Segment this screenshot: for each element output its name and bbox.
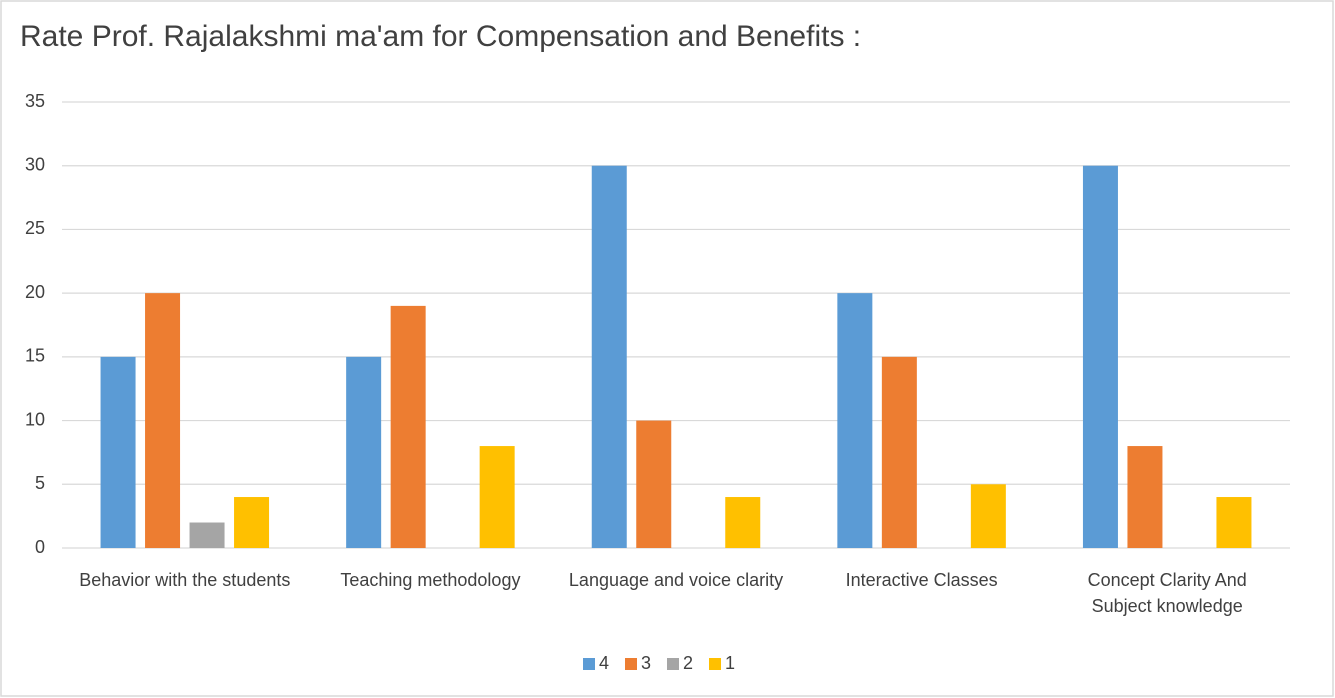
bar <box>189 522 225 548</box>
x-tick-label: Teaching methodology <box>340 570 521 590</box>
x-tick-label: Behavior with the students <box>79 570 291 590</box>
y-tick-label: 0 <box>35 537 45 557</box>
y-tick-label: 35 <box>25 91 45 111</box>
x-tick-label: Language and voice clarity <box>568 570 784 590</box>
legend-swatch <box>583 658 595 670</box>
bar <box>1216 497 1252 548</box>
y-tick-label: 15 <box>25 346 45 366</box>
bar <box>1082 165 1118 548</box>
bar <box>636 420 672 548</box>
legend-swatch <box>625 658 637 670</box>
legend-label: 3 <box>641 653 651 673</box>
y-tick-label: 30 <box>25 154 45 174</box>
bar <box>346 356 382 548</box>
bar <box>390 305 426 548</box>
bar <box>837 293 873 548</box>
legend-swatch <box>709 658 721 670</box>
bar <box>591 165 627 548</box>
bar <box>234 497 270 548</box>
bar <box>970 484 1006 548</box>
bar <box>881 356 917 548</box>
legend-swatch <box>667 658 679 670</box>
bar <box>479 446 515 548</box>
chart-title: Rate Prof. Rajalakshmi ma'am for Compens… <box>20 20 861 53</box>
bar <box>100 356 136 548</box>
legend-label: 4 <box>599 653 609 673</box>
legend-label: 2 <box>683 653 693 673</box>
x-tick-label: Concept Clarity And Subject knowledge <box>1087 570 1247 616</box>
y-tick-label: 25 <box>25 218 45 238</box>
y-tick-label: 20 <box>25 282 45 302</box>
legend-label: 1 <box>725 653 735 673</box>
y-tick-label: 5 <box>35 473 45 493</box>
bar <box>1127 446 1163 548</box>
x-tick-label: Interactive Classes <box>845 570 998 590</box>
bar <box>725 497 761 548</box>
y-tick-label: 10 <box>25 409 45 429</box>
bar <box>145 293 181 548</box>
